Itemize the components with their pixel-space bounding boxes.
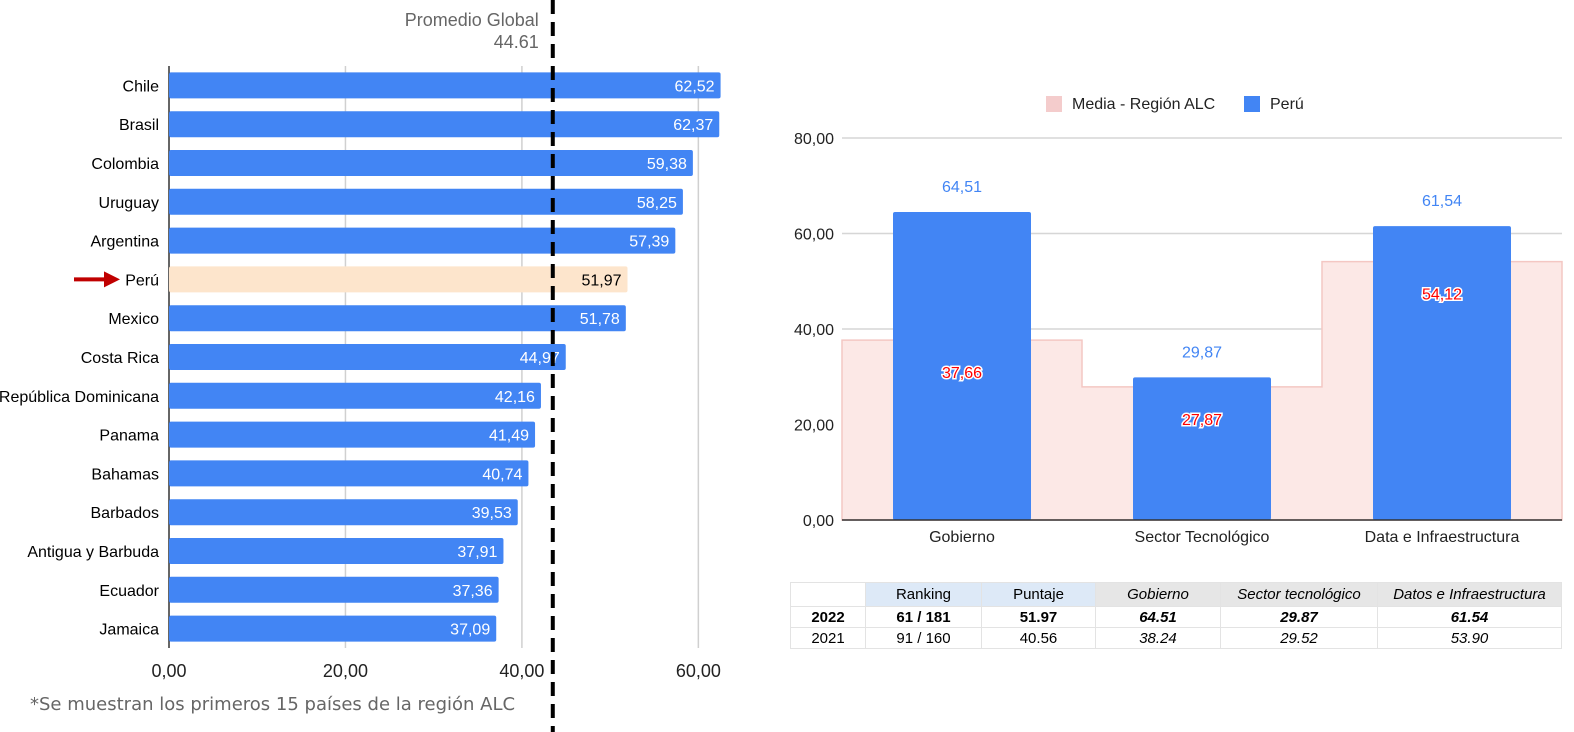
data-label: 51,78 <box>580 311 620 328</box>
pillar-comparison-chart: Media - Región ALC Perú 0,00 20,00 40,00 60,0… <box>794 96 1563 546</box>
bar <box>169 266 628 293</box>
legend-label-media: Media - Región ALC <box>1072 96 1215 113</box>
data-label: 39,53 <box>472 505 512 522</box>
category-label: Perú <box>125 272 159 289</box>
category-label: Barbados <box>91 505 160 522</box>
data-label: 61,54 <box>1422 193 1462 210</box>
table-cell-ranking: 61 / 181 <box>865 606 982 628</box>
table-row: 2022 61 / 181 51.97 64.51 29.87 61.54 <box>790 606 1562 628</box>
bar <box>169 72 721 99</box>
country-ranking-chart: 0,00 20,00 40,00 60,00 Chile 62,52 Brasil 62,37… <box>0 0 721 732</box>
score-table: Ranking Puntaje Gobierno Sector tecnológ… <box>790 582 1562 649</box>
category-label: Chile <box>123 78 160 95</box>
data-label: 59,38 <box>647 156 687 173</box>
table-header-row: Ranking Puntaje Gobierno Sector tecnológ… <box>790 582 1562 607</box>
table-header-year <box>790 582 866 607</box>
bar <box>169 344 566 370</box>
category-label: Sector Tecnológico <box>1135 529 1270 546</box>
table-header-sector: Sector tecnológico <box>1220 582 1378 607</box>
table-header-puntaje: Puntaje <box>981 582 1096 607</box>
bar <box>169 421 536 448</box>
y-tick-label: 80,00 <box>794 131 834 148</box>
data-label: 37,36 <box>453 583 493 600</box>
category-label: Gobierno <box>929 529 995 546</box>
bar <box>1373 226 1511 521</box>
category-label: Costa Rica <box>81 350 159 367</box>
data-label: 57,39 <box>629 234 669 251</box>
y-tick-label: 0,00 <box>803 513 834 530</box>
bar <box>169 460 529 487</box>
table-header-datos: Datos e Infraestructura <box>1377 582 1562 607</box>
category-label: Ecuador <box>99 583 159 600</box>
x-tick-label: 40,00 <box>499 661 544 681</box>
table-cell-datos: 61.54 <box>1377 606 1562 628</box>
arrow-head-icon <box>104 271 120 288</box>
legend-label-peru: Perú <box>1270 96 1304 113</box>
table-cell-year: 2022 <box>790 606 866 628</box>
data-label: 40,74 <box>482 466 522 483</box>
data-label: 37,66 <box>942 365 982 382</box>
table-cell-sector: 29.87 <box>1220 606 1378 628</box>
y-tick-label: 20,00 <box>794 418 834 435</box>
table-cell-sector: 29.52 <box>1220 627 1378 649</box>
category-label: República Dominicana <box>0 389 159 406</box>
bar <box>169 499 518 526</box>
category-label: Brasil <box>119 117 159 134</box>
x-tick-label: 60,00 <box>676 661 721 681</box>
bar <box>169 615 497 642</box>
bar <box>169 382 541 409</box>
data-label: 51,97 <box>581 272 621 289</box>
x-tick-label: 0,00 <box>151 661 186 681</box>
table-cell-gobierno: 64.51 <box>1095 606 1221 628</box>
x-tick-label: 20,00 <box>323 661 368 681</box>
bar <box>893 211 1031 520</box>
bar <box>169 188 683 215</box>
table-cell-datos: 53.90 <box>1377 627 1562 649</box>
bar <box>169 150 693 176</box>
reference-value: 44.61 <box>494 32 539 52</box>
category-label: Jamaica <box>99 622 159 639</box>
data-label: 62,52 <box>675 78 715 95</box>
category-label: Argentina <box>91 234 160 251</box>
table-cell-ranking: 91 / 160 <box>865 627 982 649</box>
data-label: 54,12 <box>1422 287 1462 304</box>
table-cell-puntaje: 40.56 <box>981 627 1096 649</box>
data-label: 37,09 <box>450 622 490 639</box>
category-label: Colombia <box>91 156 159 173</box>
category-label: Bahamas <box>91 466 159 483</box>
data-label: 29,87 <box>1182 344 1222 361</box>
table-cell-puntaje: 51.97 <box>981 606 1096 628</box>
legend-swatch-media <box>1046 96 1062 112</box>
table-cell-year: 2021 <box>790 627 866 649</box>
reference-label: Promedio Global <box>405 10 539 30</box>
data-label: 44,97 <box>520 350 560 367</box>
bar <box>169 227 676 254</box>
footnote: *Se muestran los primeros 15 países de l… <box>30 694 516 715</box>
bar <box>169 305 626 332</box>
data-label: 62,37 <box>673 117 713 134</box>
data-label: 64,51 <box>942 179 982 196</box>
data-label: 27,87 <box>1182 412 1222 429</box>
data-label: 42,16 <box>495 389 535 406</box>
category-label: Panama <box>99 428 159 445</box>
table-header-ranking: Ranking <box>865 582 982 607</box>
table-header-gobierno: Gobierno <box>1095 582 1221 607</box>
data-label: 58,25 <box>637 195 677 212</box>
category-label: Antigua y Barbuda <box>27 544 159 561</box>
legend-swatch-peru <box>1244 96 1260 112</box>
table-row: 2021 91 / 160 40.56 38.24 29.52 53.90 <box>790 627 1562 649</box>
y-tick-label: 40,00 <box>794 322 834 339</box>
bar <box>1133 377 1271 520</box>
bar <box>169 576 499 603</box>
category-label: Data e Infraestructura <box>1365 529 1520 546</box>
category-label: Uruguay <box>99 195 159 212</box>
data-label: 37,91 <box>457 544 497 561</box>
table-cell-gobierno: 38.24 <box>1095 627 1221 649</box>
bar <box>169 538 504 564</box>
data-label: 41,49 <box>489 428 529 445</box>
bar <box>169 111 720 138</box>
y-tick-label: 60,00 <box>794 227 834 244</box>
category-label: Mexico <box>108 311 159 328</box>
